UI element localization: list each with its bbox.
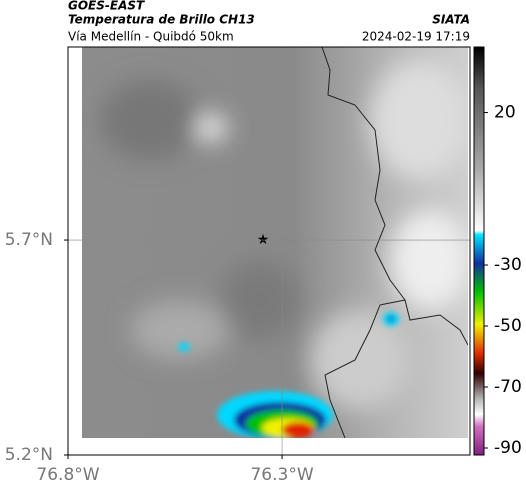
colorbar xyxy=(473,46,485,456)
source: GOES-EAST xyxy=(68,0,145,13)
colorbar-tick-label: -50 xyxy=(494,316,522,336)
colorbar-tick-label: -90 xyxy=(494,438,522,458)
title: Temperatura de Brillo CH13 xyxy=(68,13,255,27)
satellite-image xyxy=(82,47,468,438)
y-tick-label: 5.2°N xyxy=(5,445,53,465)
y-tick-label: 5.7°N xyxy=(5,230,53,250)
colorbar-tick-label: -30 xyxy=(494,255,522,275)
x-tick-label: 76.8°W xyxy=(36,465,99,485)
map-frame xyxy=(67,46,471,456)
colorbar-tick-label: -70 xyxy=(494,377,522,397)
x-tick-label: 76.3°W xyxy=(250,465,313,485)
subtitle: Vía Medellín - Quibdó 50km xyxy=(68,30,234,44)
colorbar-tick-label: 20 xyxy=(494,103,516,123)
organization: SIATA xyxy=(432,13,470,27)
timestamp: 2024-02-19 17:19 xyxy=(362,30,470,44)
